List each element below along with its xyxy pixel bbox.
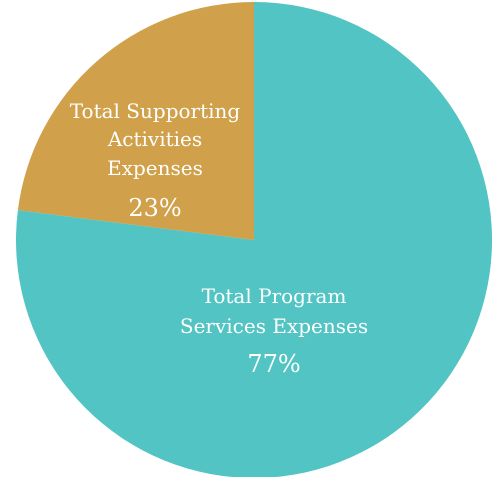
slice-label-supporting-line-1: Total Supporting bbox=[70, 99, 241, 123]
pie-slice-program-services bbox=[16, 2, 492, 477]
slice-percent-supporting: 23% bbox=[128, 194, 181, 222]
slice-label-supporting-line-2: Activities bbox=[107, 127, 202, 151]
slice-percent-program: 77% bbox=[247, 350, 300, 378]
slice-label-program-line-1: Total Program bbox=[202, 284, 347, 308]
slice-label-program-line-2: Services Expenses bbox=[180, 314, 368, 338]
pie-slice-supporting-activities bbox=[17, 2, 254, 240]
slice-label-supporting-line-3: Expenses bbox=[107, 156, 203, 180]
pie-slices bbox=[16, 2, 492, 477]
